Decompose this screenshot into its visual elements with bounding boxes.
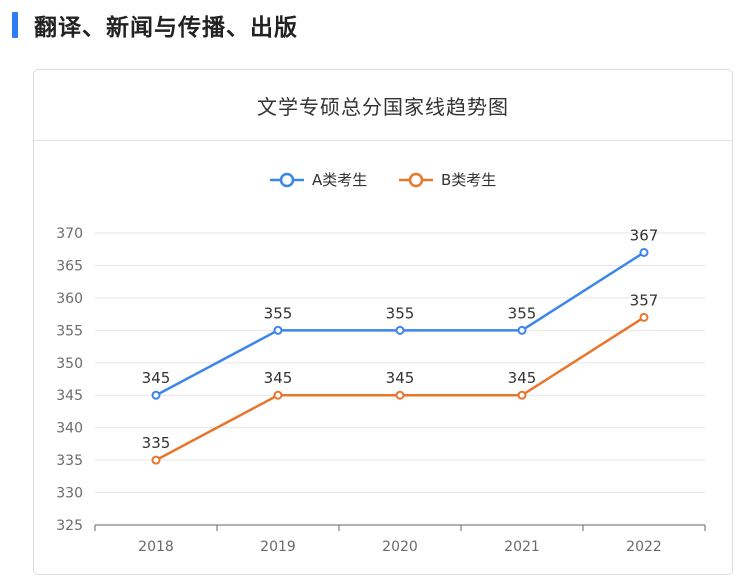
line-chart: 325 330 335 340 345 350 355 360 365 370 2018 2019 20… [56, 171, 706, 555]
data-point [639, 247, 649, 257]
data-point [151, 390, 161, 400]
x-tick-label: 2020 [382, 539, 418, 555]
y-tick-label: 350 [56, 356, 83, 372]
y-tick-label: 335 [56, 453, 83, 469]
y-tick-label: 340 [56, 421, 83, 437]
data-label: 355 [386, 304, 415, 322]
section-header: 翻译、新闻与传播、出版 [12, 8, 298, 42]
legend-marker [279, 172, 295, 188]
data-label: 367 [630, 226, 659, 244]
legend-marker [408, 172, 424, 188]
data-label: 345 [264, 369, 293, 387]
y-tick-label: 370 [56, 226, 83, 242]
data-point [395, 325, 405, 335]
data-label: 345 [142, 369, 171, 387]
data-label: 357 [630, 291, 659, 309]
y-tick-label: 360 [56, 291, 83, 307]
y-tick-label: 355 [56, 323, 83, 339]
data-point [273, 325, 283, 335]
data-label: 355 [264, 304, 293, 322]
legend-label: A类考生 [312, 171, 367, 189]
data-label: 345 [386, 369, 415, 387]
y-tick-label: 330 [56, 486, 83, 502]
x-tick-label: 2018 [138, 539, 174, 555]
section-accent-bar [12, 12, 18, 38]
x-tick-label: 2019 [260, 539, 296, 555]
data-point [273, 390, 283, 400]
data-point [639, 312, 649, 322]
section-title: 翻译、新闻与传播、出版 [34, 15, 298, 41]
chart-title: 文学专硕总分国家线趋势图 [257, 94, 509, 119]
data-label: 355 [508, 304, 537, 322]
y-tick-label: 325 [56, 518, 83, 534]
x-tick-label: 2022 [626, 539, 662, 555]
legend-label: B类考生 [441, 171, 496, 189]
data-point [517, 325, 527, 335]
x-tick-label: 2021 [504, 539, 540, 555]
data-label: 335 [142, 434, 171, 452]
chart-card: 文学专硕总分国家线趋势图 325 330 335 340 345 350 355 360 365… [33, 69, 733, 575]
chart-header: 文学专硕总分国家线趋势图 [34, 70, 732, 141]
data-label: 345 [508, 369, 537, 387]
series-line-2 [155, 316, 645, 462]
y-tick-label: 345 [56, 388, 83, 404]
data-point [517, 390, 527, 400]
data-point [395, 390, 405, 400]
y-tick-label: 365 [56, 258, 83, 274]
data-point [151, 455, 161, 465]
